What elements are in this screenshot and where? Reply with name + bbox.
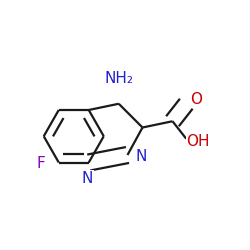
Text: OH: OH	[186, 134, 210, 149]
Text: F: F	[36, 156, 45, 171]
Text: N: N	[82, 171, 93, 186]
Text: NH₂: NH₂	[104, 71, 133, 86]
Text: N: N	[136, 149, 147, 164]
Text: O: O	[190, 92, 202, 108]
